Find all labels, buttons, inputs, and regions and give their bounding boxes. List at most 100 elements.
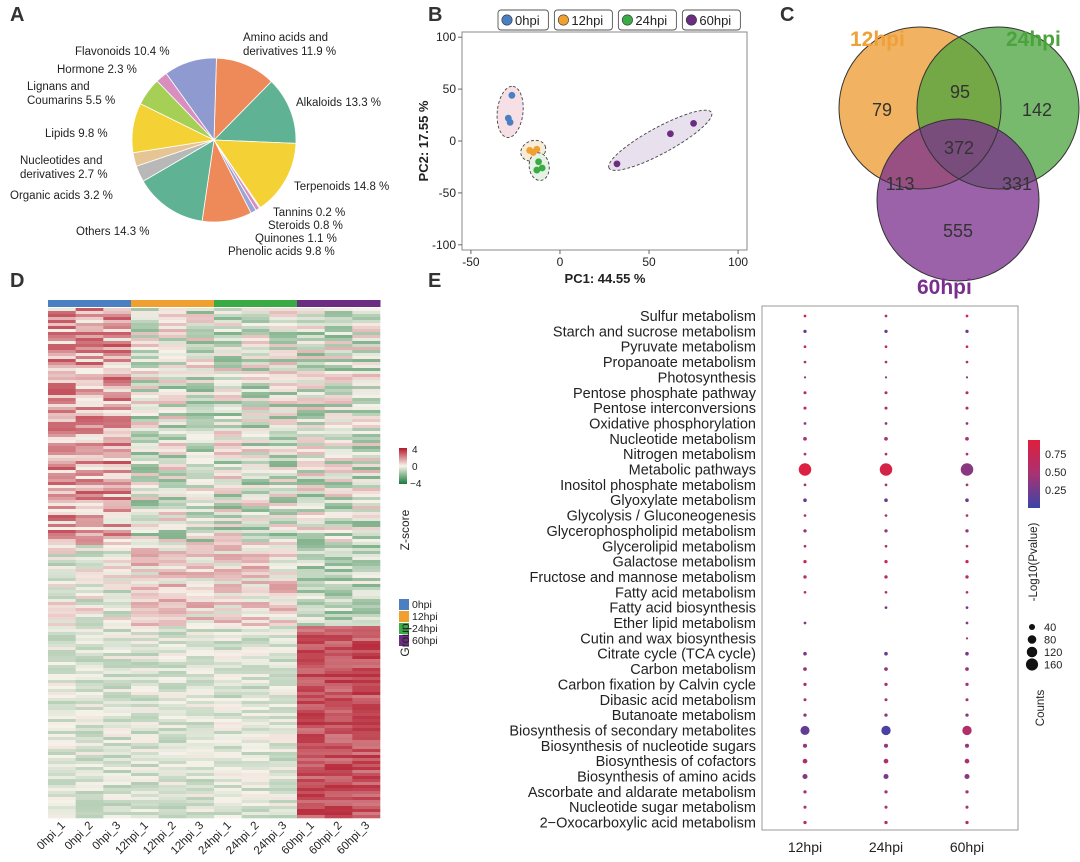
counts-legend-dot [1026,646,1038,658]
pca-legend-swatch [621,14,633,26]
bubble-point [884,667,888,671]
bubble-point [803,651,807,656]
bubble-point [803,575,807,579]
pathway-label: Propanoate metabolism [603,355,756,371]
bubble-point [803,391,807,395]
pca-point-24hpi [538,164,546,172]
bubble-point [884,713,888,717]
group-legend-title: Group [398,623,412,657]
bubble-point [884,544,888,548]
bubble-point [965,713,969,717]
pathway-label: Metabolic pathways [629,463,756,479]
venn-diagram: 12hpi 24hpi 60hpi 79 95 142 372 113 331 … [838,26,1080,299]
zscore-tick-high: 4 [412,445,418,456]
bubble-point [965,422,969,425]
bubble-point [884,329,888,334]
label-lipids: Lipids 9.8 % [45,128,108,140]
pathway-label: Photosynthesis [658,370,756,386]
bubble-point [884,483,888,487]
label-flavonoids: Flavonoids 10.4 % [75,46,170,58]
pathway-label: Galactose metabolism [613,555,756,571]
pca-xtick: 0 [557,255,564,269]
label-nucleotides-1: Nucleotides and [20,155,102,167]
bubble-point [965,360,969,364]
pca-ytick: -100 [432,238,456,252]
bubble-point [881,725,891,736]
label-alkaloids: Alkaloids 13.3 % [296,97,381,109]
bubble-point [803,406,807,410]
bubble-point [884,436,888,441]
pathway-label: 2−Oxocarboxylic acid metabolism [540,816,756,832]
pathway-label: Starch and sucrose metabolism [553,324,756,340]
bubble-point [965,529,969,533]
pathway-label: Biosynthesis of secondary metabolites [509,723,756,739]
bubble-point [965,698,969,702]
pca-ylabel: PC2: 17.55 % [416,100,431,181]
bubble-point [962,725,972,736]
label-others: Others 14.3 % [76,226,150,238]
bubble-point [965,621,969,625]
bubble-point [960,463,974,476]
bubble-point [965,498,969,502]
counts-legend-dot [1027,635,1037,644]
counts-legend-label: 40 [1044,622,1056,634]
pca-plot-frame [461,31,748,251]
group-legend-swatch-60hpi [399,635,409,646]
venn-circle-60hpi [877,119,1039,281]
pca-legend-label: 12hpi [571,13,603,28]
panel-label-d: D [10,270,25,292]
pca-ytick: -50 [439,186,457,200]
bubble-point [803,514,807,517]
pca-ellipse-0hpi [496,85,524,138]
group-legend-swatch-24hpi [399,623,409,634]
pathway-label: Oxidative phosphorylation [589,416,756,432]
pca-plot: 0hpi 12hpi 24hpi 60hpi -50 0 50 100 -100 -50 0 50 1… [416,9,748,286]
bubble-point [803,436,807,441]
bubble-point [965,452,969,456]
bubble-point [965,544,969,548]
pathway-label: Glycerolipid metabolism [602,539,756,555]
venn-count-only-24: 142 [1022,100,1052,120]
label-amino-2: derivatives 11.9 % [243,46,336,58]
pvalue-tick-3: 0.25 [1045,485,1066,497]
bubble-point [803,590,807,594]
pathway-label: Pentose phosphate pathway [573,386,757,402]
zscore-title: Z-score [398,509,412,550]
pca-xtick: 50 [642,255,656,269]
pie-slice-terpenoids [213,139,297,209]
bubble-point [803,544,807,548]
pathway-label: Ascorbate and aldarate metabolism [528,785,756,801]
group-legend-label: 60hpi [412,635,438,647]
bubble-point [803,376,807,379]
bubble-point [965,651,969,656]
pathway-label: Nucleotide metabolism [609,432,756,448]
bubble-point [803,329,807,334]
pca-point-24hpi [533,166,541,174]
bubble-point [965,820,969,825]
bubble-point [884,360,888,364]
label-lignans-1: Lignans and [27,81,90,93]
pvalue-legend-title: -Log10(Pvalue) [1028,523,1040,602]
venn-count-only-12: 79 [872,100,892,120]
venn-title-60hpi: 60hpi [917,276,972,299]
bubble-point [803,805,807,809]
pca-point-60hpi [613,160,621,168]
pca-xtick: -50 [462,255,480,269]
pathway-label: Ether lipid metabolism [613,616,756,632]
label-steroids: Steroids 0.8 % [268,220,343,232]
bubble-point [965,575,969,579]
pathway-label: Nitrogen metabolism [623,447,756,463]
pathway-label: Carbon fixation by Calvin cycle [558,677,756,693]
zscore-colorbar [399,448,407,484]
heatmap-cells [48,308,381,819]
bubble-point [803,360,807,364]
pca-xtick: 100 [728,255,748,269]
venn-count-only-60: 555 [943,221,973,241]
bubble-point [884,452,888,456]
group-legend-swatch-12hpi [399,611,409,622]
bubble-point [884,590,888,594]
counts-legend-dot [1028,623,1036,631]
heatmap-column-label: 0hpi_1 [35,820,68,853]
pie-slice-alkaloids [213,80,297,144]
bubble-point [803,790,807,794]
